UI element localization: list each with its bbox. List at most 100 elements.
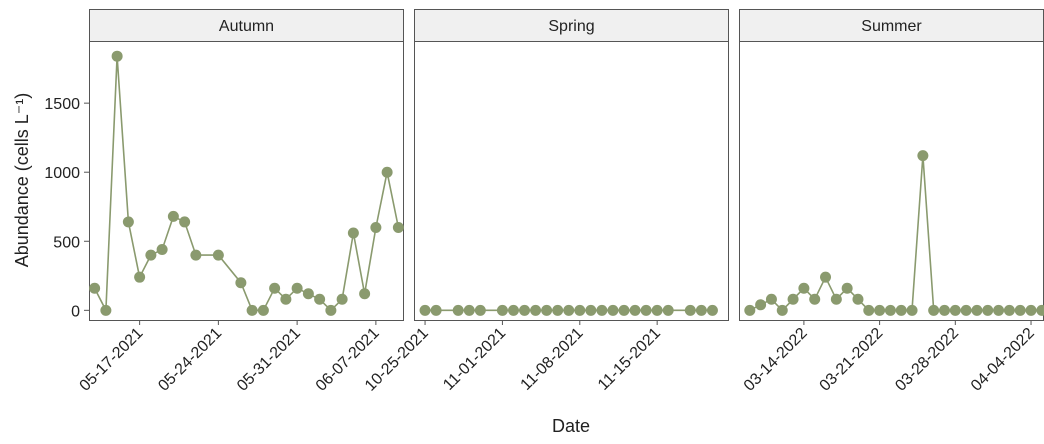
data-point: [464, 305, 475, 316]
data-point: [907, 305, 918, 316]
data-point: [552, 305, 563, 316]
data-point: [235, 277, 246, 288]
x-axis-title: Date: [552, 416, 590, 436]
x-tick-label: 04-04-2022: [968, 325, 1038, 395]
x-tick-label: 11-15-2021: [595, 325, 664, 394]
data-point: [744, 305, 755, 316]
series-line: [750, 156, 1042, 311]
data-point: [777, 305, 788, 316]
data-point: [157, 244, 168, 255]
facet-strip-label: Summer: [861, 18, 922, 35]
data-point: [874, 305, 885, 316]
data-point: [641, 305, 652, 316]
data-point: [247, 305, 258, 316]
data-point: [696, 305, 707, 316]
data-point: [928, 305, 939, 316]
data-point: [530, 305, 541, 316]
data-point: [1015, 305, 1026, 316]
data-point: [563, 305, 574, 316]
data-point: [885, 305, 896, 316]
y-axis-title: Abundance (cells L⁻¹): [12, 93, 32, 268]
y-tick-label: 0: [71, 303, 80, 320]
data-point: [619, 305, 630, 316]
data-point: [788, 294, 799, 305]
data-point: [213, 250, 224, 261]
data-point: [607, 305, 618, 316]
data-point: [663, 305, 674, 316]
data-point: [292, 283, 303, 294]
data-point: [707, 305, 718, 316]
data-point: [574, 305, 585, 316]
data-point: [652, 305, 663, 316]
data-point: [453, 305, 464, 316]
data-point: [896, 305, 907, 316]
data-point: [280, 294, 291, 305]
facet-strip-label: Autumn: [219, 18, 274, 35]
data-point: [123, 216, 134, 227]
data-point: [798, 283, 809, 294]
data-point: [917, 150, 928, 161]
x-tick-label: 05-17-2021: [77, 325, 147, 395]
data-point: [314, 294, 325, 305]
x-tick-label: 05-31-2021: [234, 325, 304, 395]
data-point: [1004, 305, 1015, 316]
x-tick-label: 11-01-2021: [440, 325, 509, 394]
data-point: [1026, 305, 1037, 316]
data-point: [982, 305, 993, 316]
data-point: [961, 305, 972, 316]
data-point: [766, 294, 777, 305]
data-point: [863, 305, 874, 316]
data-point: [508, 305, 519, 316]
data-point: [348, 227, 359, 238]
data-point: [475, 305, 486, 316]
x-tick-label: 03-21-2022: [817, 325, 887, 395]
data-point: [112, 51, 123, 62]
y-tick-label: 1000: [44, 165, 80, 182]
data-point: [596, 305, 607, 316]
x-tick-label: 03-28-2022: [892, 325, 962, 395]
x-tick-label: 03-14-2022: [741, 325, 811, 395]
data-point: [420, 305, 431, 316]
data-point: [831, 294, 842, 305]
data-point: [993, 305, 1004, 316]
data-point: [393, 222, 404, 233]
data-point: [585, 305, 596, 316]
data-point: [337, 294, 348, 305]
facet-strip-label: Spring: [548, 18, 594, 35]
data-point: [971, 305, 982, 316]
data-point: [382, 167, 393, 178]
data-point: [939, 305, 950, 316]
data-point: [820, 272, 831, 283]
y-tick-label: 1500: [44, 96, 80, 113]
x-tick-label: 11-08-2021: [518, 325, 587, 394]
data-point: [541, 305, 552, 316]
data-point: [325, 305, 336, 316]
data-point: [303, 288, 314, 299]
data-point: [370, 222, 381, 233]
data-point: [809, 294, 820, 305]
data-point: [190, 250, 201, 261]
data-point: [258, 305, 269, 316]
data-point: [100, 305, 111, 316]
data-point: [359, 288, 370, 299]
data-point: [630, 305, 641, 316]
data-point: [852, 294, 863, 305]
data-point: [685, 305, 696, 316]
data-point: [755, 299, 766, 310]
data-point: [950, 305, 961, 316]
data-point: [134, 272, 145, 283]
panel-frame: [740, 42, 1044, 321]
data-point: [519, 305, 530, 316]
data-point: [179, 216, 190, 227]
x-tick-label: 05-24-2021: [155, 325, 225, 395]
y-tick-label: 500: [53, 234, 80, 251]
data-point: [145, 250, 156, 261]
data-point: [497, 305, 508, 316]
data-point: [1036, 305, 1044, 316]
data-point: [269, 283, 280, 294]
data-point: [168, 211, 179, 222]
panel-frame: [415, 42, 729, 321]
data-point: [89, 283, 100, 294]
